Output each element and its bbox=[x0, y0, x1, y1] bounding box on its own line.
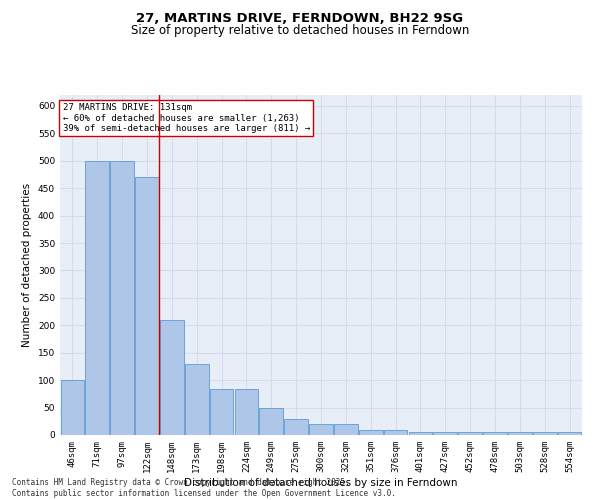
Bar bbox=[433, 432, 457, 435]
Bar bbox=[384, 430, 407, 435]
Bar bbox=[210, 390, 233, 435]
Bar bbox=[284, 418, 308, 435]
Text: 27 MARTINS DRIVE: 131sqm
← 60% of detached houses are smaller (1,263)
39% of sem: 27 MARTINS DRIVE: 131sqm ← 60% of detach… bbox=[62, 104, 310, 134]
Y-axis label: Number of detached properties: Number of detached properties bbox=[22, 183, 32, 347]
Bar bbox=[85, 161, 109, 435]
Bar bbox=[235, 390, 258, 435]
Bar bbox=[508, 432, 532, 435]
Bar bbox=[110, 161, 134, 435]
Text: Size of property relative to detached houses in Ferndown: Size of property relative to detached ho… bbox=[131, 24, 469, 37]
Bar bbox=[533, 432, 557, 435]
Bar bbox=[359, 430, 383, 435]
Bar bbox=[409, 432, 432, 435]
Text: Contains HM Land Registry data © Crown copyright and database right 2025.
Contai: Contains HM Land Registry data © Crown c… bbox=[12, 478, 396, 498]
Bar bbox=[61, 380, 84, 435]
Text: 27, MARTINS DRIVE, FERNDOWN, BH22 9SG: 27, MARTINS DRIVE, FERNDOWN, BH22 9SG bbox=[136, 12, 464, 26]
Bar bbox=[558, 432, 581, 435]
Bar bbox=[259, 408, 283, 435]
Bar bbox=[135, 178, 159, 435]
Bar bbox=[483, 432, 507, 435]
Bar bbox=[458, 432, 482, 435]
Bar bbox=[160, 320, 184, 435]
Bar bbox=[334, 424, 358, 435]
Bar bbox=[185, 364, 209, 435]
Bar bbox=[309, 424, 333, 435]
X-axis label: Distribution of detached houses by size in Ferndown: Distribution of detached houses by size … bbox=[184, 478, 458, 488]
